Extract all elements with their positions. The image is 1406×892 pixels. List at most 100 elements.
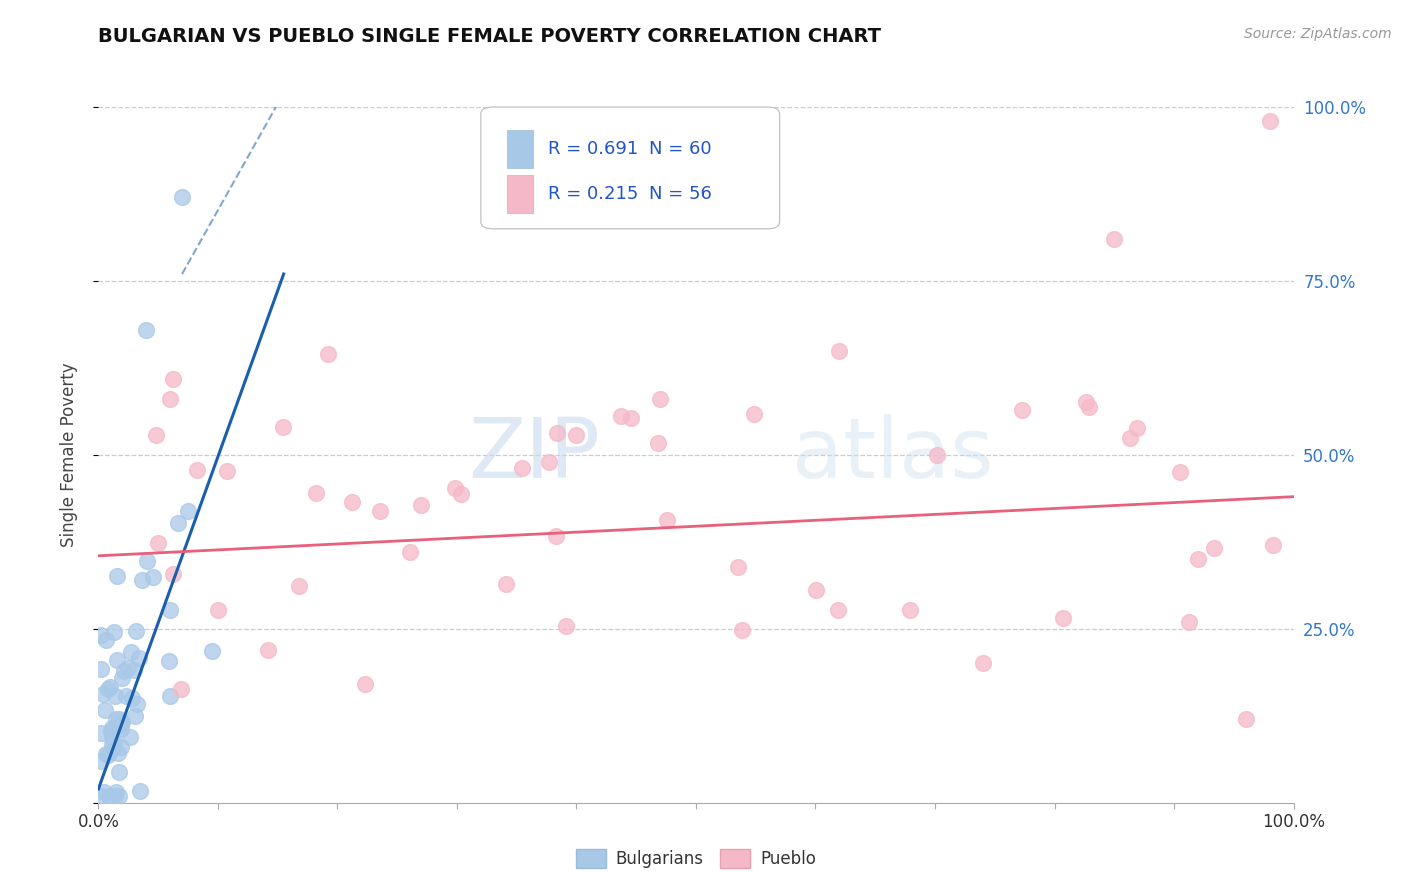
Legend: Bulgarians, Pueblo: Bulgarians, Pueblo: [569, 842, 823, 874]
Point: [115, 689, 138, 703]
Point: [112, 665, 135, 679]
Point: [135, 323, 157, 337]
Point: [90, 661, 112, 675]
Point: [108, 712, 131, 726]
Point: [142, 570, 165, 584]
Point: [537, 455, 560, 469]
Point: [565, 428, 588, 442]
Point: [148, 536, 170, 550]
Point: [972, 657, 994, 671]
Point: [256, 643, 278, 657]
Point: [443, 481, 465, 495]
Point: [727, 560, 749, 574]
Point: [131, 573, 153, 587]
Point: [117, 661, 139, 675]
Point: [554, 619, 576, 633]
Point: [340, 495, 363, 509]
Point: [121, 691, 143, 706]
Point: [159, 689, 181, 703]
Point: [217, 464, 239, 478]
Point: [162, 372, 184, 386]
Point: [105, 653, 128, 667]
Point: [97, 681, 120, 696]
Text: atlas: atlas: [792, 415, 993, 495]
FancyBboxPatch shape: [508, 129, 533, 168]
Point: [544, 529, 567, 543]
Point: [159, 602, 181, 616]
Point: [1234, 712, 1257, 726]
Point: [105, 785, 128, 799]
Text: BULGARIAN VS PUEBLO SINGLE FEMALE POVERTY CORRELATION CHART: BULGARIAN VS PUEBLO SINGLE FEMALE POVERT…: [98, 27, 882, 45]
Point: [655, 512, 678, 526]
Point: [201, 644, 224, 658]
Point: [90, 628, 112, 642]
Point: [108, 789, 131, 803]
Point: [399, 545, 422, 559]
Point: [145, 427, 167, 442]
Point: [162, 567, 184, 582]
Point: [159, 392, 181, 407]
Point: [288, 579, 311, 593]
Point: [167, 516, 190, 530]
Point: [370, 504, 392, 518]
Point: [128, 651, 150, 665]
Point: [157, 654, 180, 668]
Text: Source: ZipAtlas.com: Source: ZipAtlas.com: [1244, 27, 1392, 41]
Text: N = 60: N = 60: [650, 140, 711, 158]
Point: [103, 624, 125, 639]
Point: [107, 765, 129, 780]
Point: [120, 645, 142, 659]
Point: [177, 504, 200, 518]
Text: ZIP: ZIP: [468, 415, 600, 495]
Point: [1178, 615, 1201, 629]
Point: [104, 720, 127, 734]
Point: [305, 485, 328, 500]
Point: [125, 624, 148, 638]
Point: [1258, 114, 1281, 128]
Point: [170, 681, 193, 696]
Point: [1168, 465, 1191, 479]
Point: [806, 583, 828, 598]
Point: [91, 687, 114, 701]
Point: [94, 747, 117, 762]
Point: [90, 754, 112, 768]
Point: [1102, 232, 1125, 246]
Point: [103, 736, 125, 750]
Point: [495, 577, 517, 591]
Point: [97, 747, 120, 762]
Point: [207, 603, 229, 617]
Point: [927, 448, 949, 462]
Point: [104, 789, 127, 803]
Point: [828, 343, 851, 358]
Text: R = 0.691: R = 0.691: [548, 140, 638, 158]
Point: [107, 746, 129, 760]
Point: [1118, 431, 1140, 445]
Point: [610, 409, 633, 423]
Point: [105, 568, 128, 582]
Point: [122, 664, 145, 678]
Point: [90, 726, 112, 740]
Point: [96, 633, 118, 648]
Point: [1052, 611, 1074, 625]
Point: [1261, 538, 1284, 552]
Point: [898, 603, 921, 617]
Point: [742, 407, 765, 421]
Point: [93, 784, 115, 798]
Point: [97, 789, 120, 803]
Point: [1078, 400, 1101, 414]
Point: [105, 712, 128, 726]
Point: [186, 463, 208, 477]
Point: [647, 436, 669, 450]
Point: [90, 789, 112, 803]
Point: [101, 740, 124, 755]
Point: [110, 671, 132, 685]
Point: [128, 784, 150, 798]
Text: R = 0.215: R = 0.215: [548, 185, 638, 203]
Point: [827, 603, 849, 617]
Point: [409, 499, 432, 513]
Point: [271, 420, 294, 434]
Text: N = 56: N = 56: [650, 185, 713, 203]
Point: [120, 730, 142, 744]
Point: [450, 487, 472, 501]
Point: [1204, 541, 1226, 555]
